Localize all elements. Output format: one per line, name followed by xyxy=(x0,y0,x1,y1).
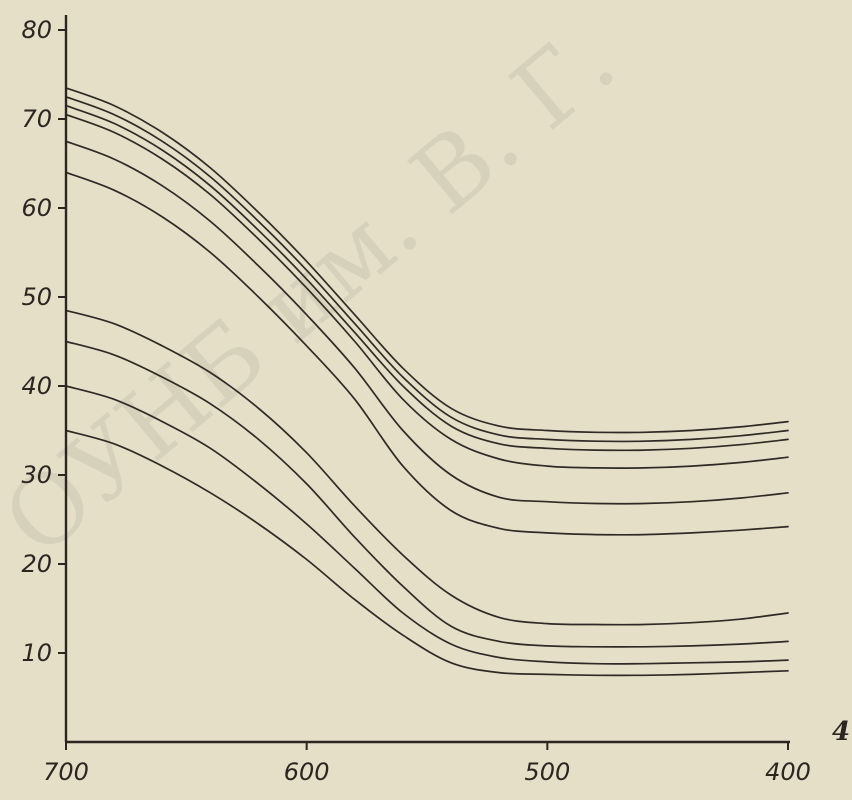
y-tick-label-40: 40 xyxy=(21,372,52,400)
curve-8 xyxy=(65,340,789,648)
x-tick-label-400: 400 xyxy=(765,758,811,786)
y-tick-label-30: 30 xyxy=(21,461,52,489)
y-tick-label-20: 20 xyxy=(21,550,52,578)
curve-1 xyxy=(65,87,789,434)
curve-6 xyxy=(65,171,789,536)
curve-9 xyxy=(65,385,789,665)
x-tick-label-600: 600 xyxy=(284,758,330,786)
y-tick-label-80: 80 xyxy=(21,16,52,44)
curves-group xyxy=(65,87,789,677)
curve-10 xyxy=(65,429,789,677)
corner-label: 4 xyxy=(832,717,850,747)
curve-7 xyxy=(65,309,789,626)
curve-4 xyxy=(65,113,789,469)
curve-2 xyxy=(65,95,789,443)
x-tick-label-700: 700 xyxy=(43,758,89,786)
x-tick-label-500: 500 xyxy=(524,758,570,786)
ticks-group: 10 20 30 40 50 60 70 80 700 600 500 400 xyxy=(21,16,810,786)
y-tick-label-60: 60 xyxy=(21,194,52,222)
y-tick-label-10: 10 xyxy=(21,639,52,667)
y-tick-label-70: 70 xyxy=(21,105,52,133)
y-tick-label-50: 50 xyxy=(21,283,52,311)
curve-3 xyxy=(65,104,789,452)
curve-5 xyxy=(65,140,789,505)
